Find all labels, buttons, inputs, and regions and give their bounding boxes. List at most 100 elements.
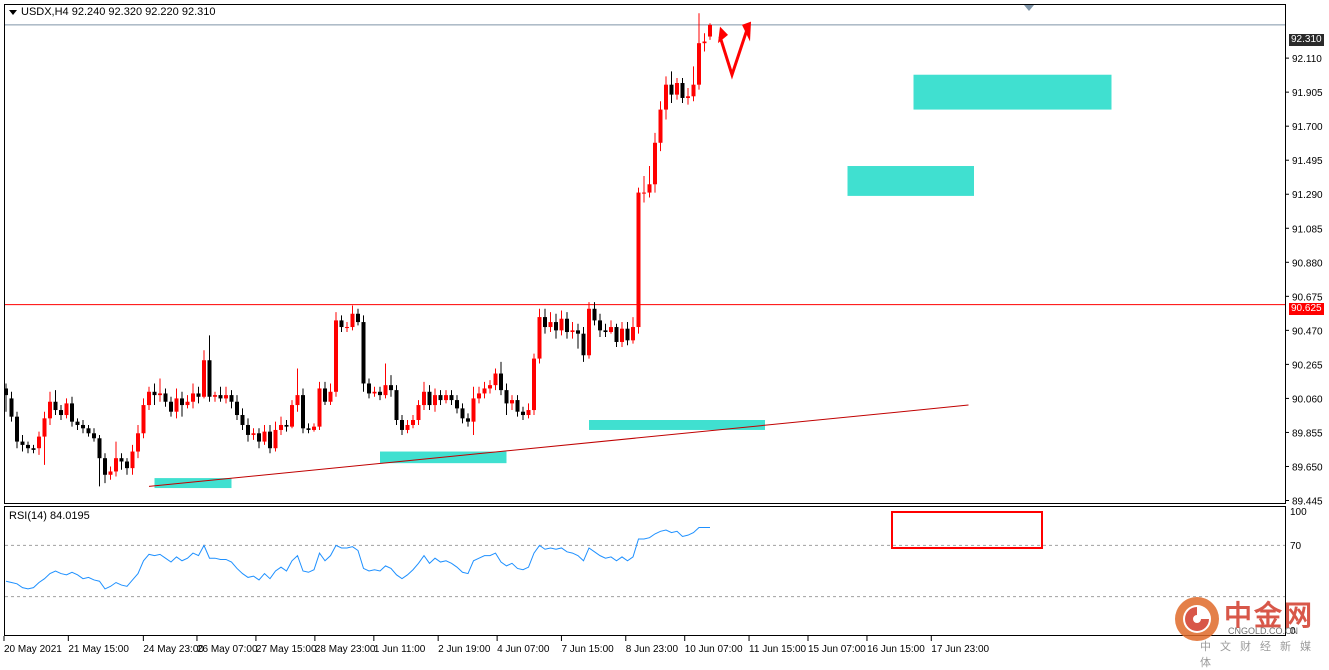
candle-body xyxy=(163,393,168,402)
candle-body xyxy=(433,395,437,406)
price-axis-label: 90.675 xyxy=(1292,292,1323,303)
triangle-down-icon[interactable] xyxy=(9,9,17,15)
candle-body xyxy=(114,458,118,472)
candle-body xyxy=(141,405,146,434)
price-axis-label: 90.060 xyxy=(1292,394,1323,405)
candle-body xyxy=(570,330,575,333)
time-axis-label: 21 May 15:00 xyxy=(68,644,129,655)
candle-body xyxy=(554,322,558,331)
candle-body xyxy=(488,385,492,389)
candle-body xyxy=(526,410,531,416)
candle-body xyxy=(218,395,223,399)
candle-body xyxy=(636,192,641,328)
candle-body xyxy=(158,393,162,396)
candle-body xyxy=(312,426,316,430)
candle-body xyxy=(609,327,613,333)
candle-body xyxy=(521,411,525,416)
candle-body xyxy=(317,388,322,427)
candle-body xyxy=(504,390,509,404)
candle-body xyxy=(251,433,256,435)
coin-logo-icon xyxy=(1175,597,1219,641)
candle-body xyxy=(361,322,366,384)
candle-body xyxy=(152,391,157,396)
candle-body xyxy=(207,360,212,397)
candle-body xyxy=(537,317,542,359)
forecast-arrow xyxy=(718,26,750,80)
candle-body xyxy=(543,317,547,328)
candle-body xyxy=(493,373,498,386)
symbol-text: USDX,H4 92.240 92.320 92.220 92.310 xyxy=(21,6,216,18)
candle-body xyxy=(438,395,443,401)
time-axis-label: 17 Jun 23:00 xyxy=(931,644,989,655)
candle-body xyxy=(53,401,58,411)
candle-body xyxy=(686,96,690,98)
candle-body xyxy=(559,318,564,331)
candle-body xyxy=(675,83,679,95)
candle-body xyxy=(235,401,239,416)
candle-body xyxy=(229,395,234,402)
candle-body xyxy=(378,391,382,396)
candle-body xyxy=(9,398,14,417)
time-axis-label: 26 May 07:00 xyxy=(197,644,258,655)
candle-body xyxy=(191,393,195,402)
candle-body xyxy=(603,330,608,333)
candle-body xyxy=(422,391,426,406)
candle-body xyxy=(367,383,371,394)
candle-body xyxy=(246,424,250,435)
price-axis-label: 91.495 xyxy=(1292,156,1323,167)
candle-body xyxy=(64,403,69,416)
candle-body xyxy=(70,403,74,422)
candle-body xyxy=(581,333,586,356)
candle-body xyxy=(383,385,388,396)
price-axis-label: 90.880 xyxy=(1292,258,1323,269)
candle-body xyxy=(130,451,135,469)
candle-body xyxy=(477,393,481,399)
candle-body xyxy=(548,322,553,328)
time-axis-label: 16 Jun 15:00 xyxy=(867,644,925,655)
time-axis-label: 1 Jun 11:00 xyxy=(374,644,426,655)
rsi-level-100: 100 xyxy=(1290,507,1307,518)
candle-body xyxy=(125,461,129,469)
candle-body xyxy=(455,400,459,409)
candle-body xyxy=(394,390,399,420)
candle-body xyxy=(196,393,201,397)
price-axis-label: 91.905 xyxy=(1292,88,1323,99)
candle-body xyxy=(103,458,107,475)
rsi-level-0: 0 xyxy=(1290,626,1296,637)
time-axis-label: 20 May 2021 xyxy=(4,644,62,655)
forecast-arrow-tail xyxy=(718,26,728,44)
candle-body xyxy=(169,401,173,412)
candle-body xyxy=(4,388,8,396)
time-axis-label: 24 May 23:00 xyxy=(143,644,204,655)
candle-body xyxy=(240,415,245,425)
candle-body xyxy=(466,418,470,422)
candle-body xyxy=(444,395,448,401)
candle-body xyxy=(279,424,283,430)
candle-body xyxy=(75,421,80,425)
candle-body xyxy=(92,433,96,439)
candle-body xyxy=(680,83,685,98)
candle-body xyxy=(26,444,30,449)
candle-body xyxy=(15,416,19,442)
candle-body xyxy=(411,420,415,425)
trendline xyxy=(148,404,969,487)
candle-body xyxy=(482,388,487,394)
price-axis-label: 90.470 xyxy=(1292,326,1323,337)
candle-body xyxy=(460,408,465,419)
rsi-highlight-box xyxy=(891,511,1043,549)
watermark-brand-en: CNGOLD.CO.CN xyxy=(1228,626,1299,636)
support-zone-4 xyxy=(913,74,1112,110)
candle-body xyxy=(576,330,580,334)
candle-body xyxy=(625,328,630,341)
candle-body xyxy=(499,373,503,391)
candle-body xyxy=(273,429,278,449)
candle-body xyxy=(653,142,657,185)
time-axis-label: 15 Jun 07:00 xyxy=(808,644,866,655)
forecast-arrowhead xyxy=(742,21,751,42)
candle-body xyxy=(97,438,102,459)
resistance-price-tag: 90.625 xyxy=(1289,303,1324,315)
time-axis-label: 7 Jun 15:00 xyxy=(561,644,614,655)
candle-body xyxy=(257,433,261,442)
price-axis-label: 89.650 xyxy=(1292,462,1323,473)
